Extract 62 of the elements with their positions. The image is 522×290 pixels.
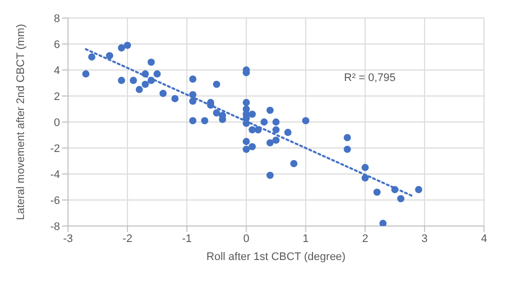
y-tick-label: -2 — [50, 142, 60, 155]
x-tick-label: 3 — [422, 232, 428, 245]
y-axis-title: Lateral movement after 2nd CBCT (mm) — [14, 24, 27, 220]
x-axis-title: Roll after 1st CBCT (degree) — [206, 251, 346, 263]
point — [415, 186, 422, 194]
x-tick-label: 4 — [480, 232, 488, 245]
point — [248, 143, 256, 150]
point — [272, 118, 280, 126]
x-tick-label: -2 — [122, 232, 132, 245]
point — [136, 86, 143, 94]
point — [290, 160, 298, 168]
annotation: R² = 0,795 — [344, 72, 396, 84]
point — [106, 52, 114, 60]
point — [272, 126, 280, 134]
point — [266, 106, 274, 114]
point — [201, 117, 208, 124]
y-tick-label: 4 — [54, 64, 60, 77]
point — [242, 98, 250, 106]
y-tick-label: 2 — [54, 90, 60, 103]
point — [397, 195, 404, 202]
point — [272, 136, 280, 144]
y-tick-label: 6 — [54, 38, 60, 51]
y-tick-label: -8 — [50, 220, 60, 233]
point — [88, 53, 96, 61]
point — [284, 128, 292, 136]
point — [379, 220, 387, 226]
point — [171, 95, 179, 102]
x-tick-label: -3 — [63, 232, 73, 245]
point — [124, 42, 132, 49]
x-tick-label: 1 — [302, 232, 309, 245]
x-tick-label: 2 — [362, 232, 368, 245]
y-tick-label: 0 — [54, 116, 60, 129]
point — [248, 110, 256, 118]
y-tick-label: -4 — [50, 168, 60, 181]
point — [260, 118, 268, 126]
x-tick-label: 0 — [243, 232, 250, 245]
y-tick-label: -6 — [50, 194, 60, 207]
point — [266, 172, 274, 179]
point — [344, 146, 351, 153]
point — [212, 80, 220, 88]
point — [118, 76, 126, 84]
point — [242, 138, 250, 146]
point — [242, 146, 250, 153]
point — [142, 80, 149, 88]
point — [159, 90, 167, 97]
point — [154, 70, 161, 78]
point — [362, 164, 369, 172]
point — [118, 44, 126, 52]
point — [248, 126, 256, 134]
point — [302, 117, 310, 124]
point — [130, 76, 137, 84]
point — [373, 188, 381, 196]
point — [189, 76, 196, 83]
point — [189, 98, 196, 105]
point — [344, 134, 351, 142]
point — [266, 139, 274, 146]
point — [212, 109, 220, 116]
point — [82, 70, 90, 78]
y-tick-label: 8 — [54, 12, 60, 25]
point — [189, 117, 196, 124]
point — [148, 58, 155, 66]
x-tick-label: -1 — [182, 232, 192, 245]
